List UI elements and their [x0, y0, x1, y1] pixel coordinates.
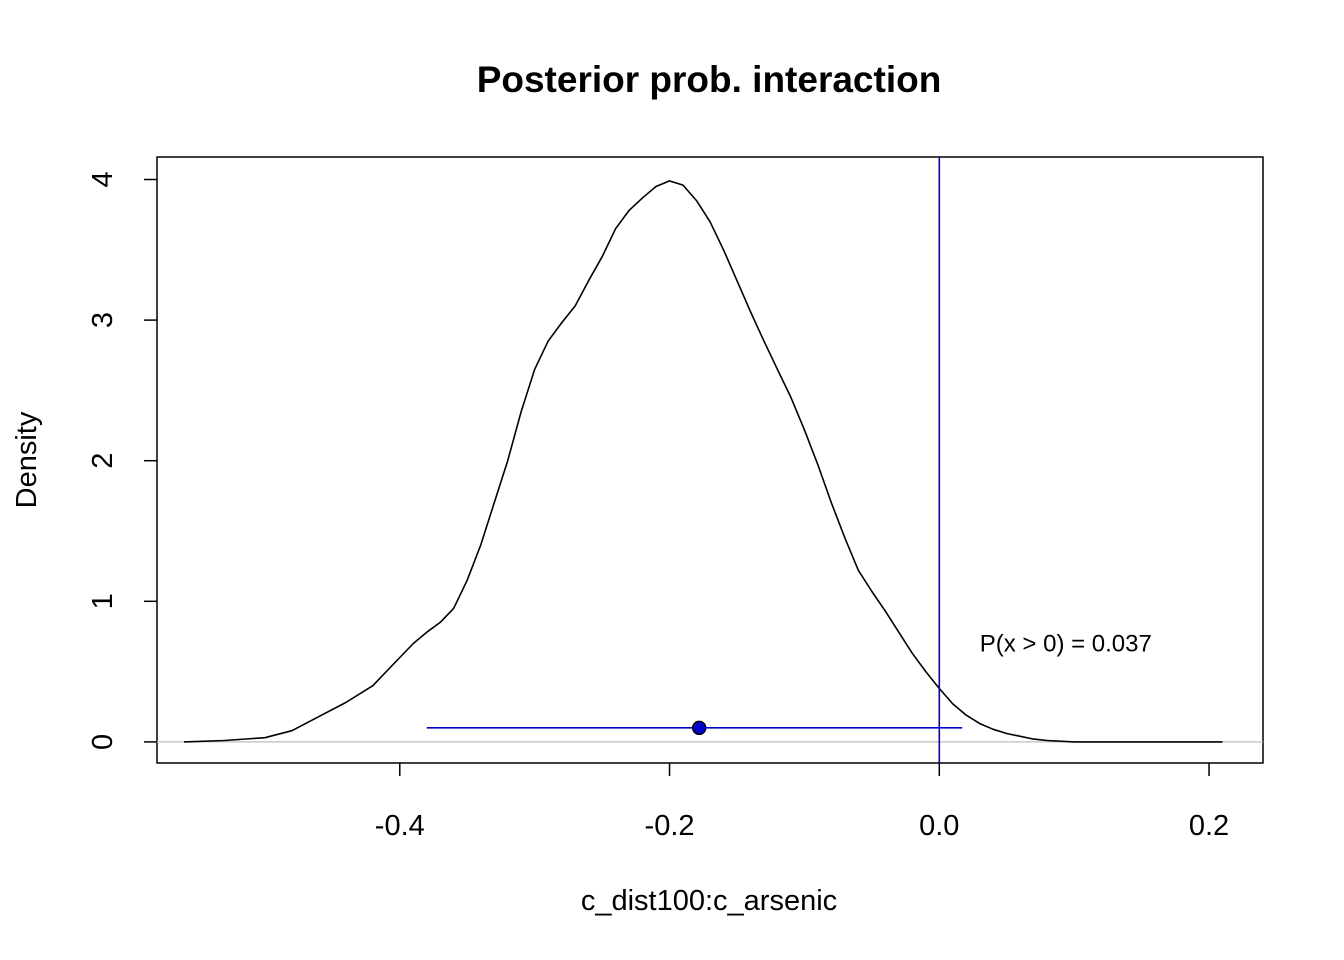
- x-tick-label: 0.0: [919, 810, 959, 842]
- interval-layer: [426, 720, 963, 736]
- density-curve-layer: [183, 180, 1223, 743]
- point-estimate: [692, 720, 707, 736]
- x-tick-label: -0.2: [645, 810, 695, 842]
- y-axis-label: Density: [11, 411, 43, 508]
- density-curve-0: [183, 180, 1223, 743]
- y-tick-label: 2: [87, 453, 119, 469]
- y-tick-label: 4: [87, 171, 119, 187]
- y-tick-label: 1: [87, 593, 119, 609]
- x-tick-label: -0.4: [375, 810, 425, 842]
- y-tick-label: 0: [87, 734, 119, 750]
- x-axis-label: c_dist100:c_arsenic: [581, 885, 837, 917]
- plot-frame: [156, 156, 1264, 764]
- x-tick-label: 0.2: [1189, 810, 1229, 842]
- y-tick-label: 3: [87, 312, 119, 328]
- probability-annotation: P(x > 0) = 0.037: [980, 630, 1152, 657]
- chart-title: Posterior prob. interaction: [477, 59, 942, 100]
- axes-layer: -0.4 -0.2 0.0 0.2 0 1 2 3 4: [87, 171, 1229, 842]
